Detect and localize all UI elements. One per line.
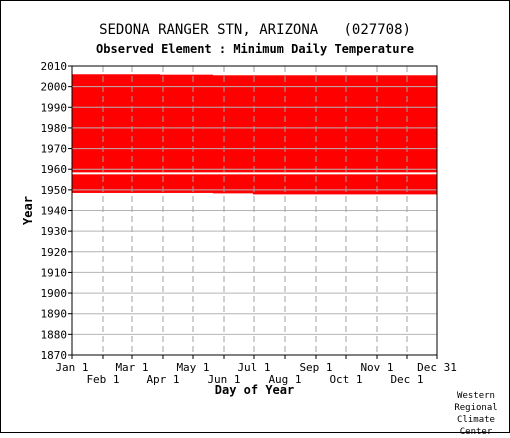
x-tick-label: Apr 1 — [146, 373, 179, 386]
y-tick-label: 1870 — [41, 349, 68, 362]
x-tick-label: Dec 1 — [390, 373, 423, 386]
x-tick-label: Jun 1 — [207, 373, 240, 386]
y-tick-label: 1890 — [41, 308, 68, 321]
x-tick-label: Feb 1 — [86, 373, 119, 386]
credit-line: Western — [457, 391, 495, 401]
data-coverage-block — [160, 74, 213, 193]
x-tick-label: Oct 1 — [329, 373, 362, 386]
y-tick-label: 2000 — [41, 81, 68, 94]
credit-line: Climate — [457, 415, 495, 425]
x-tick-label: Sep 1 — [299, 361, 332, 374]
x-tick-label: Nov 1 — [360, 361, 393, 374]
chart-subtitle: Observed Element : Minimum Daily Tempera… — [96, 42, 414, 56]
x-tick-label: Jul 1 — [237, 361, 270, 374]
y-tick-label: 1880 — [41, 328, 68, 341]
y-tick-label: 1980 — [41, 122, 68, 135]
credit-line: Regional — [454, 403, 498, 413]
x-tick-label: Mar 1 — [115, 361, 148, 374]
credit-line: Center — [459, 427, 493, 437]
x-tick-label: Aug 1 — [268, 373, 301, 386]
y-tick-label: 1990 — [41, 101, 68, 114]
x-tick-label: May 1 — [176, 361, 209, 374]
y-tick-label: 1940 — [41, 205, 68, 218]
x-tick-label: Dec 31 — [417, 361, 457, 374]
data-coverage-block — [72, 74, 160, 193]
x-tick-label: Jan 1 — [55, 361, 88, 374]
data-coverage-block — [253, 75, 437, 195]
y-tick-label: 1950 — [41, 184, 68, 197]
y-tick-label: 1930 — [41, 225, 68, 238]
y-tick-label: 2010 — [41, 60, 68, 73]
credit-text: Western Regional Climate Center — [450, 390, 502, 438]
chart-title: SEDONA RANGER STN, ARIZONA (027708) — [99, 22, 411, 38]
missing-year-gap — [72, 172, 437, 175]
y-tick-label: 1960 — [41, 163, 68, 176]
y-tick-label: 1920 — [41, 246, 68, 259]
y-tick-label: 1910 — [41, 266, 68, 279]
y-tick-label: 1970 — [41, 143, 68, 156]
y-axis-label: Year — [21, 196, 35, 225]
x-axis-label: Day of Year — [215, 383, 294, 397]
y-tick-label: 1900 — [41, 287, 68, 300]
data-coverage-block — [213, 75, 253, 194]
